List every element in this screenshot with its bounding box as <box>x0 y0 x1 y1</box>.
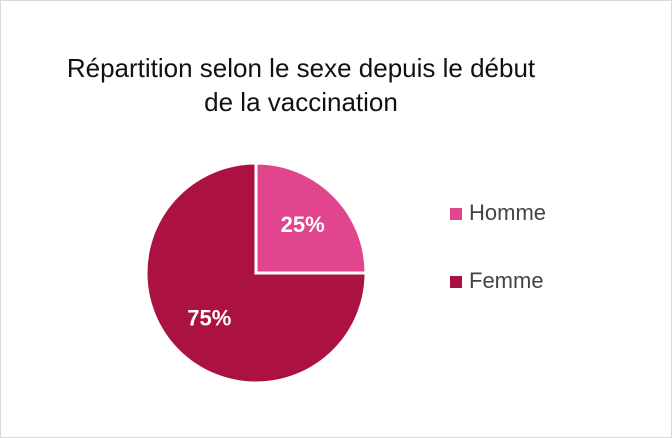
value-label: 25% <box>281 212 325 237</box>
legend-label: Femme <box>469 268 544 293</box>
value-label: 75% <box>187 305 231 330</box>
pie-slice <box>144 161 368 385</box>
pie-slice <box>254 161 368 275</box>
legend-label: Homme <box>469 200 546 225</box>
chart-title: Répartition selon le sexe depuis le débu… <box>66 53 536 117</box>
legend-swatch <box>450 208 462 220</box>
legend-swatch <box>450 276 462 288</box>
